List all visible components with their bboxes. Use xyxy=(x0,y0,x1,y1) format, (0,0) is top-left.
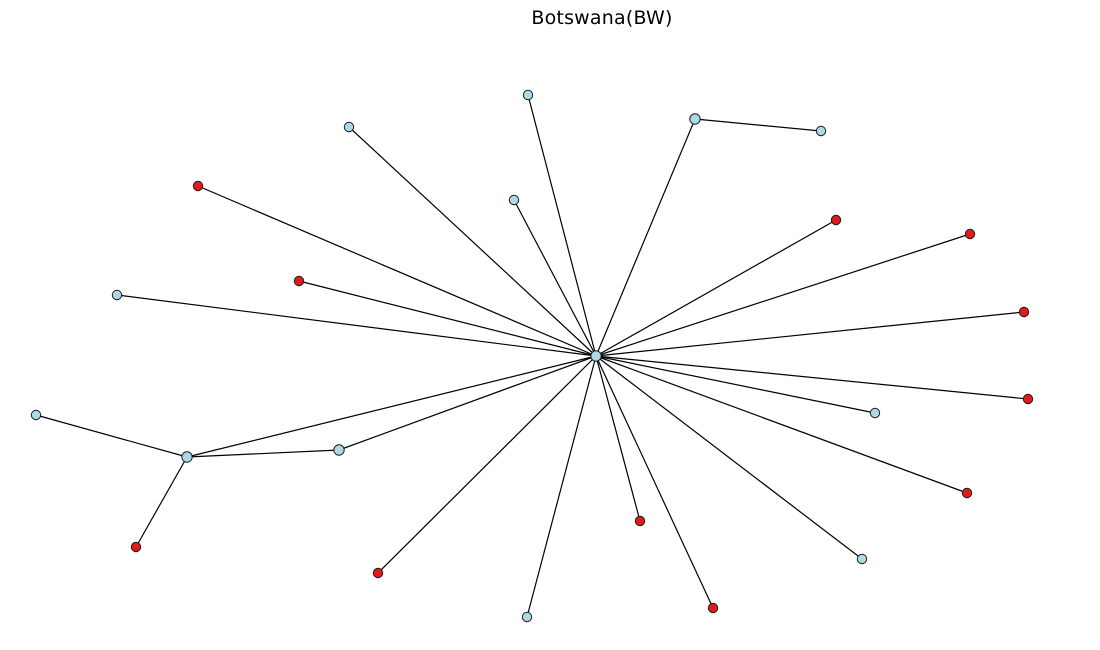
edge-hub-n17 xyxy=(595,355,968,494)
edge-hub-n10 xyxy=(116,294,597,357)
edge-hub-n8 xyxy=(595,233,971,357)
edge-hub-n2 xyxy=(348,126,597,357)
node-n15 xyxy=(333,444,345,456)
edge-hub-n12 xyxy=(595,355,1029,400)
node-n10 xyxy=(111,289,123,301)
edge-hub-n6 xyxy=(513,199,597,357)
edge-n16-n15 xyxy=(186,449,340,458)
node-n14 xyxy=(30,409,42,421)
edge-hub-n7 xyxy=(595,219,837,357)
edge-hub-n18 xyxy=(595,355,641,522)
node-n18 xyxy=(634,515,646,527)
edge-hub-n15 xyxy=(338,355,597,451)
edge-hub-n11 xyxy=(595,311,1025,357)
edge-hub-n3 xyxy=(595,118,696,357)
node-n21 xyxy=(372,567,384,579)
edge-n16-n19 xyxy=(135,456,188,548)
node-n6 xyxy=(508,194,520,206)
node-n23 xyxy=(521,611,533,623)
node-n13 xyxy=(869,407,881,419)
node-n3 xyxy=(689,113,701,125)
node-n8 xyxy=(964,228,976,240)
edge-hub-n9 xyxy=(298,280,597,357)
node-n17 xyxy=(961,487,973,499)
node-n9 xyxy=(293,275,305,287)
node-hub xyxy=(590,350,602,362)
edge-hub-n21 xyxy=(377,355,597,574)
edge-layer xyxy=(35,94,1029,618)
node-n16 xyxy=(181,451,193,463)
node-n19 xyxy=(130,541,142,553)
edge-hub-n22 xyxy=(595,355,714,609)
edge-hub-n1 xyxy=(527,94,597,357)
edge-hub-n23 xyxy=(526,355,597,618)
edge-hub-n5 xyxy=(197,185,597,357)
node-layer xyxy=(30,89,1034,623)
chart-title: Botswana(BW) xyxy=(531,7,673,29)
node-n4 xyxy=(815,125,827,137)
edge-n3-n4 xyxy=(694,118,822,132)
node-n2 xyxy=(343,121,355,133)
edge-hub-n13 xyxy=(595,355,876,414)
node-n1 xyxy=(522,89,534,101)
node-n7 xyxy=(830,214,842,226)
node-n12 xyxy=(1022,393,1034,405)
node-n11 xyxy=(1018,306,1030,318)
node-n22 xyxy=(707,602,719,614)
node-n5 xyxy=(192,180,204,192)
edge-n16-n14 xyxy=(35,414,188,458)
edge-hub-n16 xyxy=(186,355,597,458)
node-n20 xyxy=(856,553,868,565)
edge-hub-n20 xyxy=(595,355,863,560)
